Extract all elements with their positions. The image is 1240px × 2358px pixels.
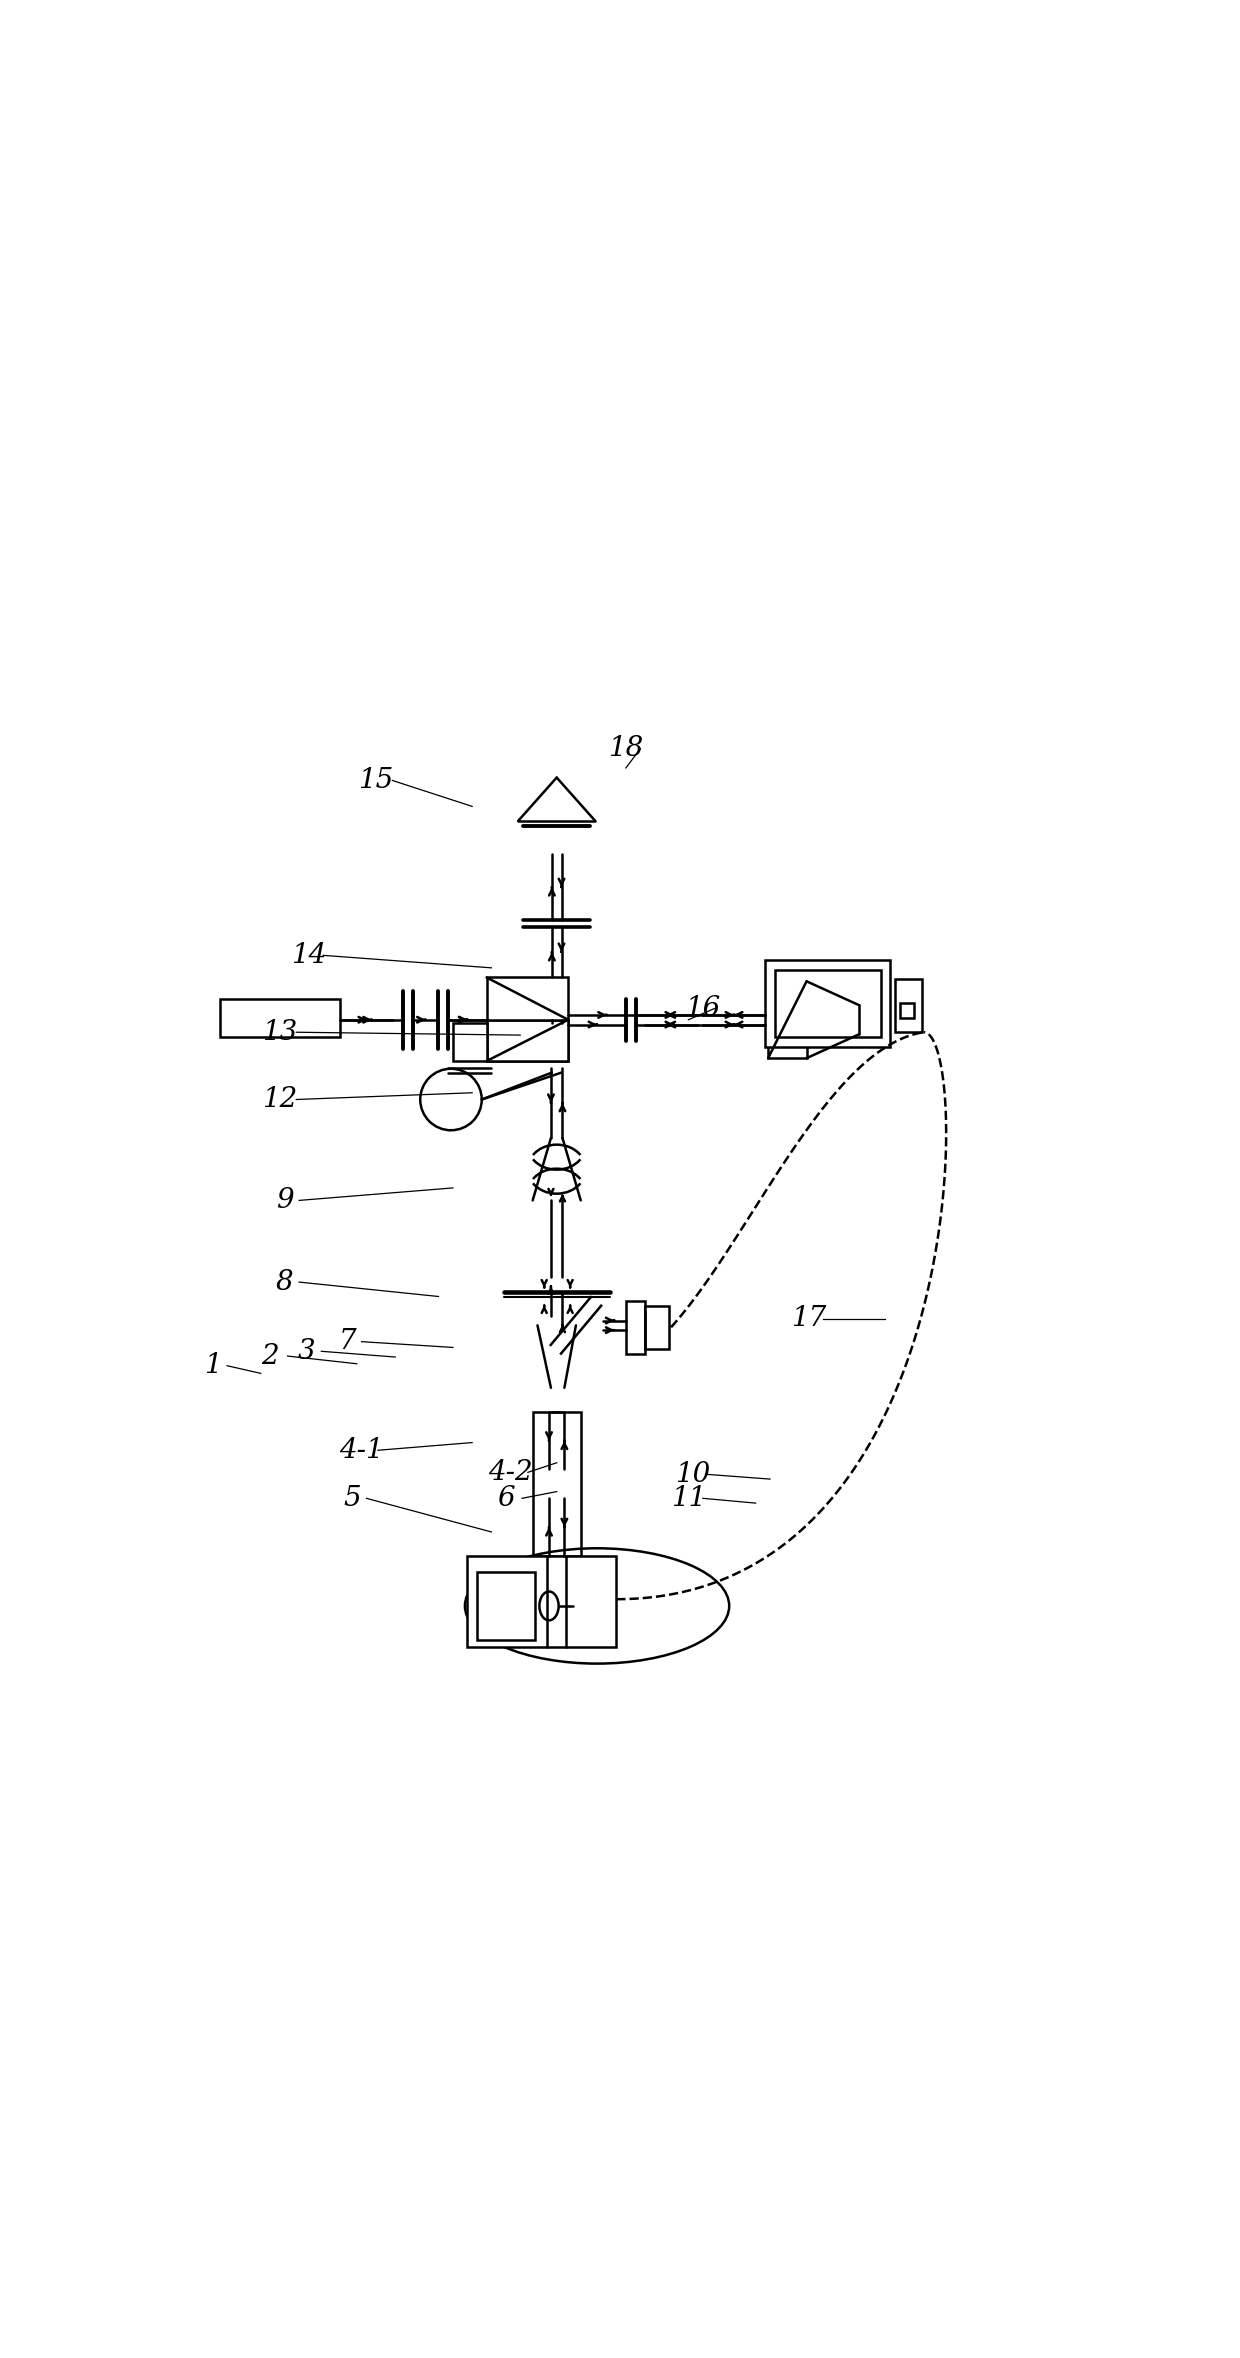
Bar bbox=[775, 969, 880, 1038]
Text: 16: 16 bbox=[686, 995, 720, 1021]
Text: 15: 15 bbox=[358, 766, 393, 795]
Text: 8: 8 bbox=[277, 1269, 294, 1295]
Text: 5: 5 bbox=[343, 1486, 361, 1511]
Text: 2: 2 bbox=[262, 1342, 279, 1370]
Bar bbox=[645, 1306, 670, 1349]
Text: 6: 6 bbox=[497, 1486, 515, 1511]
Text: 17: 17 bbox=[791, 1304, 826, 1332]
Bar bbox=[486, 1019, 568, 1061]
Text: 11: 11 bbox=[671, 1486, 706, 1511]
Text: 10: 10 bbox=[676, 1462, 711, 1488]
Text: 3: 3 bbox=[298, 1337, 316, 1365]
Text: 14: 14 bbox=[291, 941, 326, 969]
Bar bbox=[768, 981, 806, 1059]
Text: 18: 18 bbox=[609, 736, 644, 762]
Text: 13: 13 bbox=[263, 1019, 298, 1045]
Text: 1: 1 bbox=[203, 1351, 222, 1379]
Bar bbox=[221, 997, 341, 1038]
Text: 4-2: 4-2 bbox=[489, 1460, 533, 1486]
Bar bbox=[486, 979, 568, 1019]
Bar bbox=[533, 1412, 580, 1556]
Bar bbox=[900, 1005, 914, 1019]
Bar bbox=[486, 1019, 568, 1061]
Bar bbox=[765, 960, 890, 1047]
Bar bbox=[626, 1302, 645, 1353]
Bar bbox=[453, 1023, 486, 1061]
Bar bbox=[895, 979, 921, 1033]
Bar bbox=[477, 1573, 534, 1639]
Text: 7: 7 bbox=[339, 1328, 356, 1356]
Bar bbox=[467, 1556, 616, 1648]
Text: 12: 12 bbox=[263, 1087, 298, 1113]
Text: 4-1: 4-1 bbox=[340, 1436, 384, 1464]
Text: 9: 9 bbox=[277, 1186, 294, 1214]
